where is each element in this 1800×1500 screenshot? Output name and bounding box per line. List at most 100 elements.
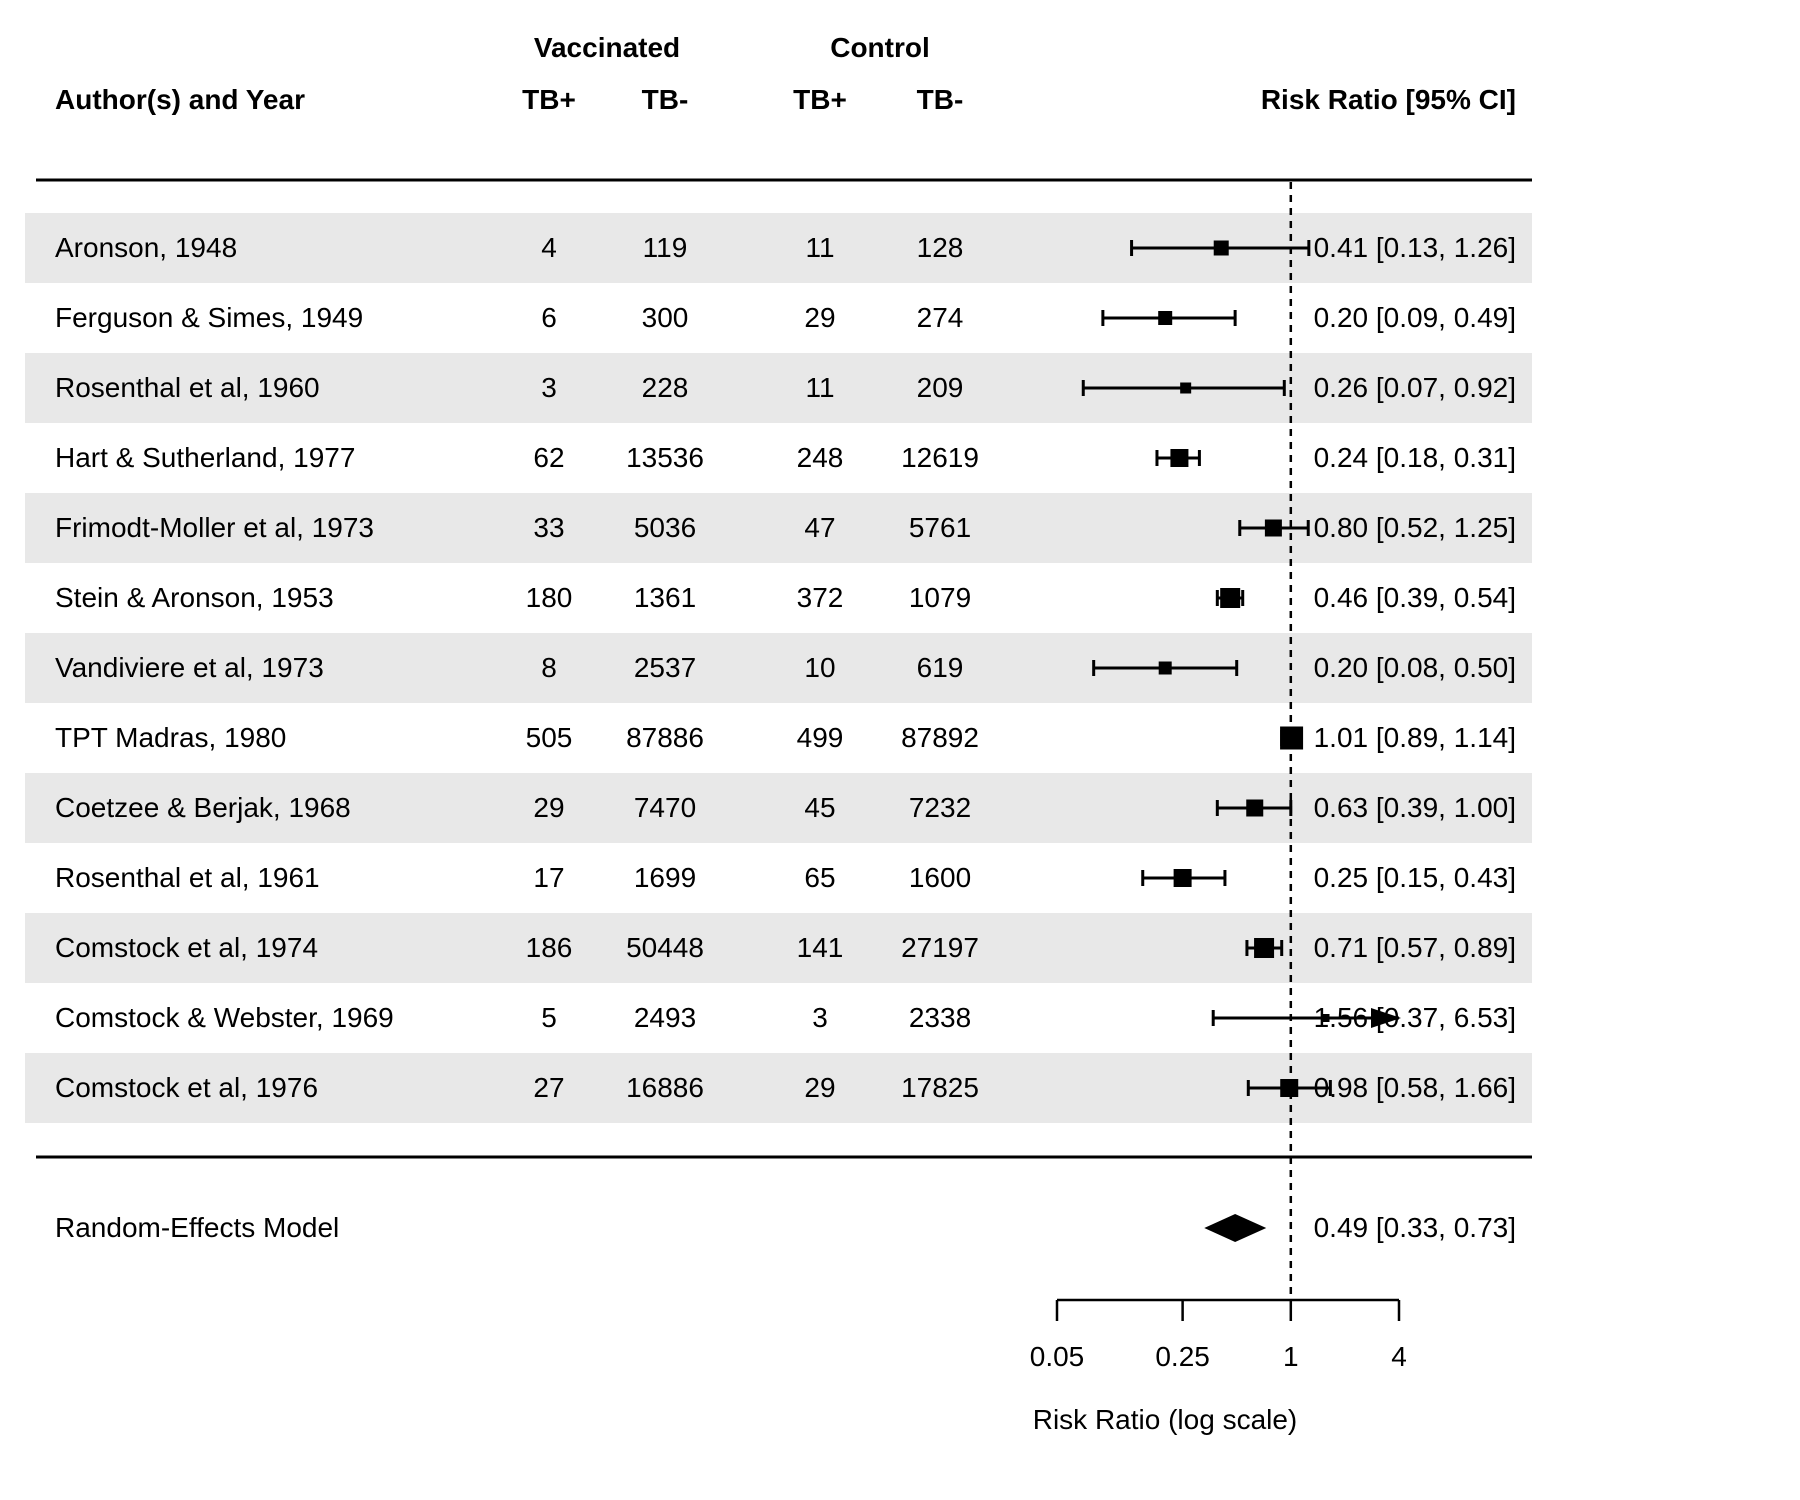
column-header-vaccinated-tb-pos: TB+	[522, 84, 576, 115]
effect-square	[1173, 869, 1192, 887]
effect-square	[1158, 661, 1172, 675]
summary-label: Random-Effects Model	[55, 1212, 340, 1243]
risk-ratio-annotation: 0.98 [0.58, 1.66]	[1313, 1072, 1516, 1103]
vaccinated-tb-pos-value: 33	[533, 512, 565, 543]
effect-square	[1213, 240, 1229, 256]
study-author: Comstock & Webster, 1969	[55, 1002, 394, 1033]
effect-square	[1180, 382, 1192, 394]
study-author: Rosenthal et al, 1960	[55, 372, 320, 403]
x-axis-tick-label: 0.05	[1029, 1341, 1085, 1372]
vaccinated-tb-pos-value: 8	[541, 652, 557, 683]
risk-ratio-annotation: 0.20 [0.08, 0.50]	[1313, 652, 1516, 683]
risk-ratio-annotation: 0.20 [0.09, 0.49]	[1313, 302, 1516, 333]
control-tb-pos-value: 29	[804, 302, 836, 333]
study-author: TPT Madras, 1980	[55, 722, 287, 753]
vaccinated-tb-pos-value: 17	[533, 862, 565, 893]
control-tb-neg-value: 209	[916, 372, 964, 403]
study-author: Comstock et al, 1976	[55, 1072, 319, 1103]
control-tb-pos-value: 10	[804, 652, 836, 683]
vaccinated-tb-neg-value: 300	[641, 302, 689, 333]
vaccinated-tb-neg-value: 7470	[633, 792, 697, 823]
vaccinated-tb-pos-value: 27	[533, 1072, 565, 1103]
risk-ratio-annotation: 0.26 [0.07, 0.92]	[1313, 372, 1516, 403]
vaccinated-tb-neg-value: 50448	[626, 932, 704, 963]
control-tb-neg-value: 1600	[908, 862, 972, 893]
control-tb-neg-value: 274	[916, 302, 964, 333]
study-author: Hart & Sutherland, 1977	[55, 442, 356, 473]
control-tb-pos-value: 3	[812, 1002, 828, 1033]
risk-ratio-annotation: 0.25 [0.15, 0.43]	[1313, 862, 1516, 893]
column-header-vaccinated-tb-neg: TB-	[641, 84, 689, 115]
column-header-author: Author(s) and Year	[55, 84, 305, 115]
control-tb-neg-value: 87892	[901, 722, 979, 753]
vaccinated-tb-neg-value: 119	[642, 232, 688, 263]
column-header-control-tb-neg: TB-	[916, 84, 964, 115]
vaccinated-tb-pos-value: 3	[541, 372, 557, 403]
control-tb-neg-value: 12619	[901, 442, 979, 473]
risk-ratio-annotation: 1.01 [0.89, 1.14]	[1313, 722, 1516, 753]
vaccinated-tb-pos-value: 62	[533, 442, 565, 473]
control-tb-neg-value: 1079	[908, 582, 972, 613]
vaccinated-tb-neg-value: 13536	[626, 442, 704, 473]
effect-square	[1280, 1079, 1299, 1097]
x-axis-tick-label: 0.25	[1155, 1341, 1210, 1372]
summary-diamond	[1204, 1214, 1267, 1242]
control-tb-pos-value: 47	[804, 512, 836, 543]
study-author: Coetzee & Berjak, 1968	[55, 792, 351, 823]
vaccinated-tb-pos-value: 29	[533, 792, 565, 823]
effect-square	[1280, 726, 1304, 750]
control-tb-neg-value: 128	[916, 232, 964, 263]
axis-title: Risk Ratio (log scale)	[1032, 1404, 1298, 1435]
risk-ratio-annotation: 0.46 [0.39, 0.54]	[1313, 582, 1516, 613]
vaccinated-tb-neg-value: 2537	[633, 652, 697, 683]
vaccinated-tb-neg-value: 5036	[633, 512, 697, 543]
control-tb-neg-value: 17825	[901, 1072, 979, 1103]
vaccinated-tb-neg-value: 228	[641, 372, 689, 403]
vaccinated-tb-pos-value: 5	[541, 1002, 557, 1033]
vaccinated-tb-pos-value: 6	[541, 302, 557, 333]
vaccinated-tb-neg-value: 1361	[633, 582, 697, 613]
column-group-header-vaccinated: Vaccinated	[533, 32, 681, 63]
effect-square	[1246, 799, 1264, 817]
vaccinated-tb-pos-value: 505	[525, 722, 573, 753]
vaccinated-tb-neg-value: 87886	[626, 722, 704, 753]
study-author: Aronson, 1948	[55, 232, 238, 263]
control-tb-pos-value: 499	[796, 722, 844, 753]
ci-arrow-right	[1371, 1008, 1401, 1028]
effect-square	[1158, 311, 1173, 325]
control-tb-neg-value: 5761	[908, 512, 972, 543]
control-tb-pos-value: 45	[804, 792, 836, 823]
control-tb-neg-value: 27197	[901, 932, 979, 963]
study-author: Rosenthal et al, 1961	[55, 862, 320, 893]
x-axis-tick-label: 4	[1391, 1341, 1407, 1372]
control-tb-pos-value: 372	[796, 582, 844, 613]
study-author: Vandiviere et al, 1973	[55, 652, 324, 683]
study-author: Comstock et al, 1974	[55, 932, 319, 963]
risk-ratio-annotation: 0.41 [0.13, 1.26]	[1313, 232, 1516, 263]
x-axis-tick-label: 1	[1283, 1341, 1299, 1372]
risk-ratio-annotation: 0.63 [0.39, 1.00]	[1313, 792, 1516, 823]
control-tb-pos-value: 11	[805, 372, 835, 403]
control-tb-pos-value: 65	[804, 862, 836, 893]
study-author: Frimodt-Moller et al, 1973	[55, 512, 375, 543]
row-stripe	[25, 633, 1532, 703]
column-header-control-tb-pos: TB+	[793, 84, 847, 115]
control-tb-pos-value: 11	[805, 232, 835, 263]
control-tb-pos-value: 141	[796, 932, 844, 963]
control-tb-pos-value: 248	[796, 442, 844, 473]
control-tb-neg-value: 7232	[908, 792, 972, 823]
control-tb-neg-value: 2338	[908, 1002, 972, 1033]
effect-square	[1170, 449, 1189, 467]
vaccinated-tb-pos-value: 4	[541, 232, 557, 263]
vaccinated-tb-pos-value: 186	[525, 932, 573, 963]
study-author: Stein & Aronson, 1953	[55, 582, 334, 613]
risk-ratio-annotation: 0.80 [0.52, 1.25]	[1313, 512, 1516, 543]
column-group-header-control: Control	[830, 32, 930, 63]
vaccinated-tb-pos-value: 180	[525, 582, 573, 613]
effect-square	[1254, 938, 1275, 958]
study-author: Ferguson & Simes, 1949	[55, 302, 364, 333]
risk-ratio-annotation: 1.56 [0.37, 6.53]	[1313, 1002, 1516, 1033]
vaccinated-tb-neg-value: 16886	[626, 1072, 704, 1103]
